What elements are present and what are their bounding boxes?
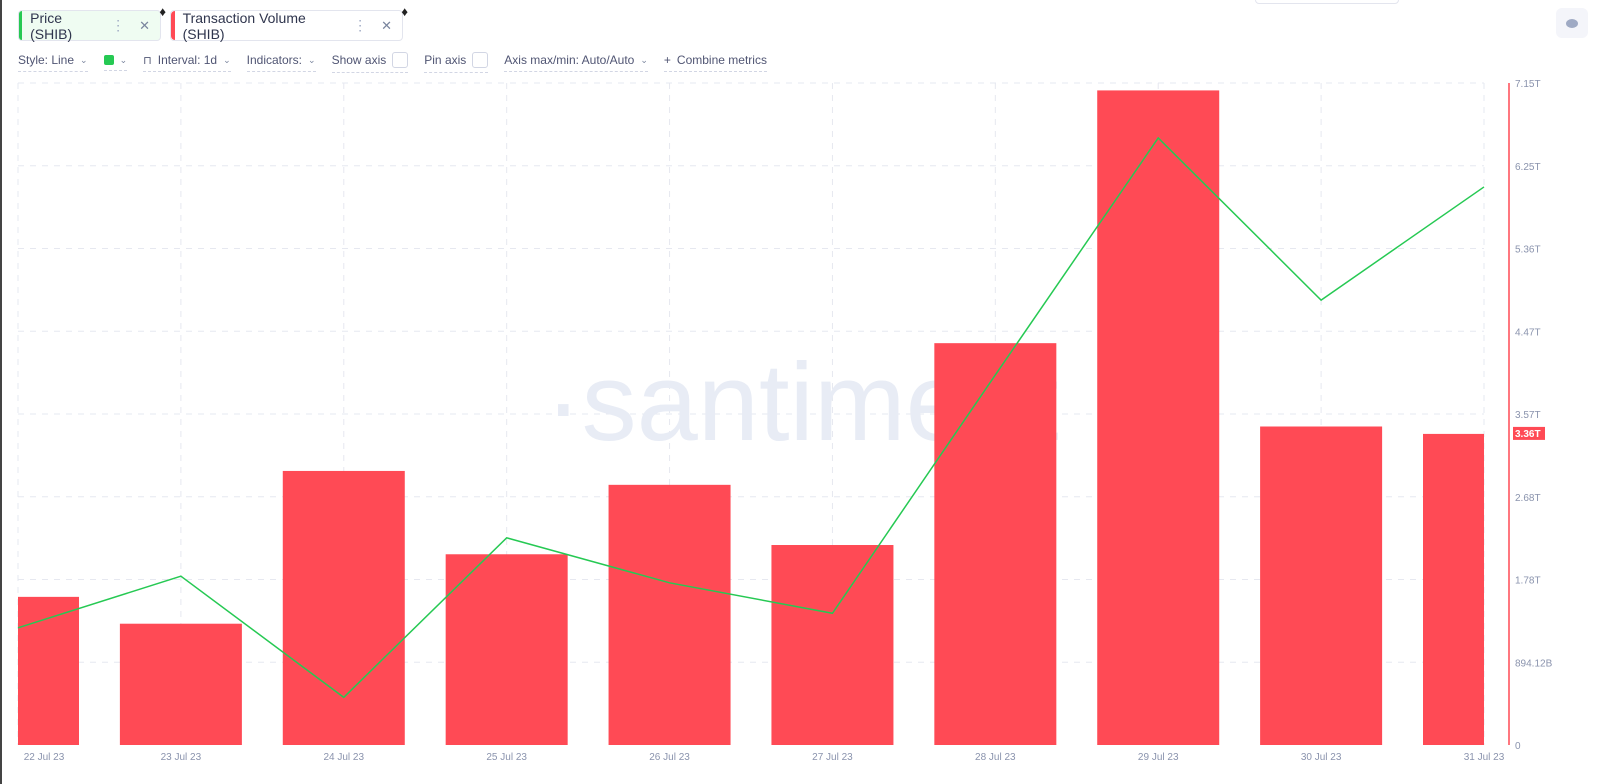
combine-label: Combine metrics [676, 53, 767, 67]
axis-minmax-label: Axis max/min: Auto/Auto [504, 53, 635, 67]
volume-bar [934, 343, 1057, 745]
volume-bar [1423, 433, 1484, 745]
metric-chip-transaction-volume[interactable]: Transaction Volume (SHIB) ⋮ ✕ ♦ [170, 4, 408, 42]
last-value-label: 3.36T [1515, 429, 1541, 440]
metric-label: Transaction Volume (SHIB) [182, 9, 306, 42]
interval-dropdown[interactable]: ⊓ Interval: 1d ⌄ [143, 53, 231, 72]
ethereum-icon: ♦ [401, 4, 408, 19]
x-tick-label: 25 Jul 23 [486, 752, 527, 763]
y-tick-label: 4.47T [1515, 327, 1541, 338]
pin-axis-label: Pin axis [424, 53, 467, 67]
x-tick-label: 28 Jul 23 [975, 752, 1016, 763]
indicators-label: Indicators: [246, 53, 303, 67]
x-tick-label: 24 Jul 23 [323, 752, 364, 763]
x-tick-label: 31 Jul 23 [1464, 752, 1505, 763]
y-tick-label: 5.36T [1515, 245, 1541, 256]
y-tick-label: 6.25T [1515, 162, 1541, 173]
chevron-down-icon: ⌄ [80, 54, 88, 65]
volume-bar [1260, 426, 1383, 745]
y-tick-label: 0 [1515, 741, 1521, 752]
y-tick-label: 2.68T [1515, 493, 1541, 504]
style-dropdown[interactable]: Style: Line ⌄ [18, 53, 88, 72]
color-picker[interactable]: ⌄ [103, 54, 128, 71]
y-tick-label: 3.57T [1515, 410, 1541, 421]
interval-label: Interval: 1d [157, 53, 218, 67]
plus-icon: + [663, 53, 671, 67]
y-tick-label: 7.15T [1515, 79, 1541, 90]
y-tick-label: 1.78T [1515, 576, 1541, 587]
y-tick-label: 894.12B [1515, 658, 1553, 669]
volume-bar [771, 545, 894, 745]
show-axis-label: Show axis [331, 53, 387, 67]
eye-icon [1566, 18, 1578, 28]
indicators-dropdown[interactable]: Indicators: ⌄ [246, 53, 316, 72]
pin-axis-checkbox[interactable] [472, 52, 489, 68]
volume-bar [608, 484, 731, 745]
volume-bar [282, 470, 405, 745]
more-options-icon[interactable]: ⋮ [111, 17, 126, 33]
volume-bar [1097, 90, 1220, 746]
axis-minmax-dropdown[interactable]: Axis max/min: Auto/Auto ⌄ [504, 53, 648, 72]
x-tick-label: 26 Jul 23 [649, 752, 690, 763]
volume-bar [18, 596, 79, 745]
metric-color-bar [171, 11, 175, 40]
x-tick-label: 23 Jul 23 [161, 752, 202, 763]
combine-metrics-button[interactable]: + Combine metrics [663, 53, 767, 72]
metric-color-bar [19, 11, 23, 40]
chart-toolbar: Style: Line ⌄ ⌄ ⊓ Interval: 1d ⌄ Indicators… [18, 52, 783, 73]
x-tick-label: 27 Jul 23 [812, 752, 853, 763]
metric-label: Price (SHIB) [30, 9, 73, 42]
close-icon[interactable]: ✕ [139, 17, 150, 33]
metric-chip-price[interactable]: Price (SHIB) ⋮ ✕ ♦ [18, 4, 166, 42]
chevron-down-icon: ⌄ [640, 54, 648, 65]
chevron-down-icon: ⌄ [223, 54, 231, 65]
visibility-toggle[interactable] [1556, 8, 1588, 38]
pin-axis-toggle[interactable]: Pin axis [424, 52, 489, 73]
color-swatch [103, 55, 114, 65]
show-axis-checkbox[interactable] [392, 52, 409, 68]
volume-bar [445, 554, 568, 745]
ethereum-icon: ♦ [159, 4, 166, 19]
more-options-icon[interactable]: ⋮ [353, 17, 368, 33]
ruler-icon: ⊓ [143, 54, 152, 67]
volume-bar [119, 623, 242, 745]
x-tick-label: 29 Jul 23 [1138, 752, 1179, 763]
last-value-badge [1513, 426, 1545, 440]
window-edge [0, 0, 2, 784]
show-axis-toggle[interactable]: Show axis [331, 52, 409, 73]
price-line [17, 136, 1485, 699]
close-icon[interactable]: ✕ [381, 17, 392, 33]
x-tick-label: 22 Jul 23 [24, 752, 65, 763]
style-label: Style: Line [18, 53, 75, 67]
x-tick-label: 30 Jul 23 [1301, 752, 1342, 763]
chevron-down-icon: ⌄ [308, 54, 316, 65]
chevron-down-icon: ⌄ [119, 54, 128, 65]
